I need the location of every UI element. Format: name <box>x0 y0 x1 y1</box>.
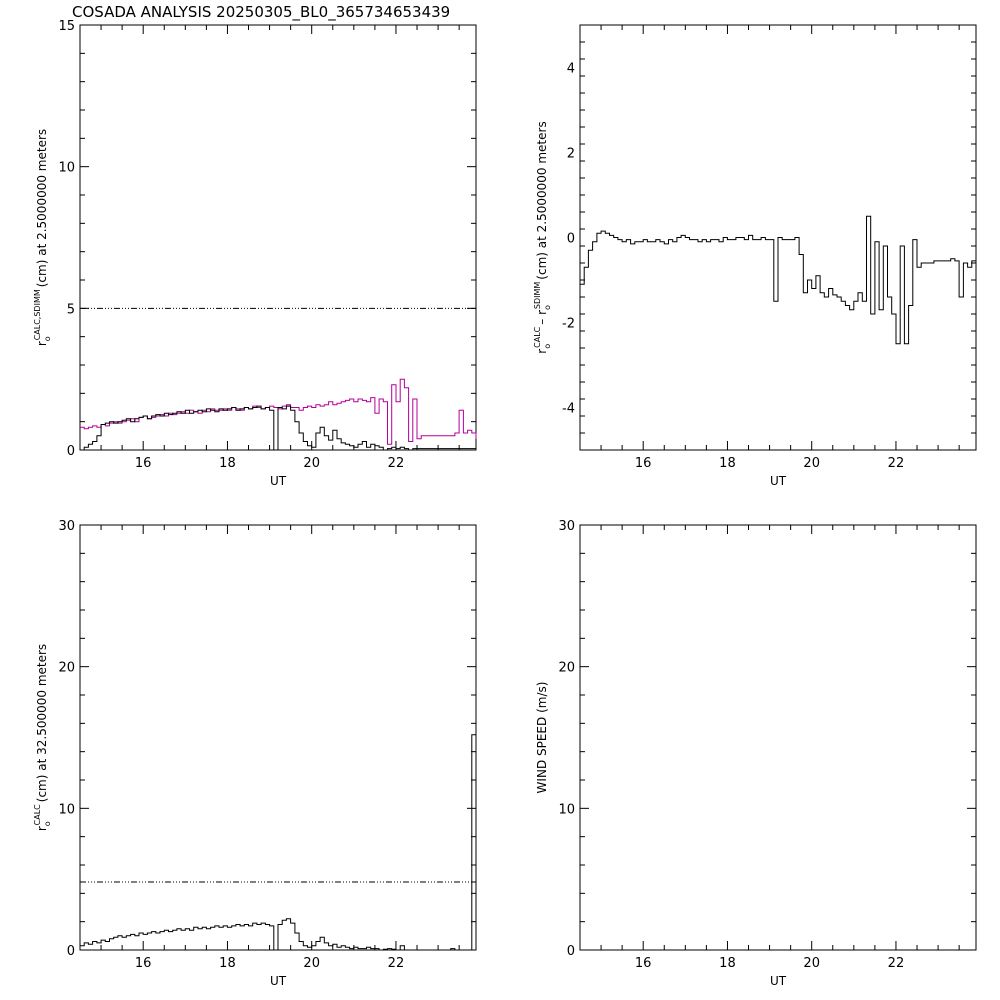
y-axis-label: roCALC– roSDIMM(cm) at 2.5000000 meters <box>533 121 552 353</box>
y-axis-label-part: WIND SPEED (m/s) <box>535 682 549 794</box>
plot-frame <box>579 524 977 951</box>
y-axis-label-part: SDIMM <box>533 282 542 310</box>
x-tick-label: 18 <box>719 956 736 971</box>
y-axis-label-part: (cm) at 2.5000000 meters <box>35 129 49 287</box>
y-axis-label-part: (cm) at 2.5000000 meters <box>535 121 549 279</box>
x-tick-label: 16 <box>135 956 152 971</box>
y-axis-label-part: o <box>43 821 52 826</box>
x-axis-label: UT <box>270 974 287 988</box>
y-tick-label: 20 <box>558 661 575 676</box>
y-axis-label: WIND SPEED (m/s) <box>535 682 549 794</box>
y-axis-label-part: o <box>543 305 552 310</box>
x-tick-label: 20 <box>303 956 320 971</box>
y-tick-label: 0 <box>67 944 75 959</box>
x-axis-label: UT <box>770 474 787 488</box>
x-tick-label: 20 <box>803 456 820 471</box>
x-tick-label: 20 <box>303 456 320 471</box>
x-tick-label: 18 <box>719 456 736 471</box>
series-line <box>80 405 476 451</box>
y-tick-label: -2 <box>562 317 575 332</box>
x-tick-label: 22 <box>388 456 405 471</box>
series-line <box>580 215 977 345</box>
y-tick-label: 10 <box>58 161 75 176</box>
y-tick-label: 15 <box>58 19 75 34</box>
x-axis-label: UT <box>770 974 787 988</box>
y-axis-label: roCALC,SDIMM (cm) at 2.5000000 meters <box>33 129 52 346</box>
y-axis-label-part: CALC <box>33 804 42 826</box>
x-tick-label: 18 <box>219 956 236 971</box>
y-axis-label-part: r <box>535 349 549 354</box>
y-tick-label: 5 <box>67 302 75 317</box>
plot-frame <box>79 24 477 451</box>
x-tick-label: 18 <box>219 456 236 471</box>
x-tick-label: 22 <box>888 456 905 471</box>
y-axis-label-part: CALC <box>533 326 542 348</box>
chart-title: COSADA ANALYSIS 20250305_BL0_36573465343… <box>72 3 450 22</box>
x-tick-label: 22 <box>388 956 405 971</box>
panel-top-left: 16 18 20 22 0 5 10 15 UT roCALC,SDIMM (cm) at 2.50… <box>33 19 477 488</box>
y-tick-label: 2 <box>567 147 575 162</box>
y-axis-label-part: – r <box>535 310 549 325</box>
y-axis-label-part: (cm) at 32.500000 meters <box>35 644 49 802</box>
x-tick-label: 20 <box>803 956 820 971</box>
series-line <box>80 734 477 951</box>
plot-frame <box>579 24 977 451</box>
y-axis-label-part: o <box>543 344 552 349</box>
x-tick-label: 22 <box>888 956 905 971</box>
y-tick-label: 30 <box>558 519 575 534</box>
y-tick-label: 10 <box>58 802 75 817</box>
panel-bottom-left: 16 18 20 22 0 10 20 30 UT roCALC (cm) at 32.500000… <box>33 519 477 988</box>
y-tick-label: 0 <box>567 232 575 247</box>
y-tick-label: 0 <box>567 944 575 959</box>
y-tick-label: 4 <box>567 62 575 77</box>
x-tick-label: 16 <box>135 456 152 471</box>
y-tick-label: 10 <box>558 802 575 817</box>
y-tick-label: -4 <box>562 402 575 417</box>
y-axis-label-part: o <box>43 336 52 341</box>
x-tick-label: 16 <box>635 956 652 971</box>
y-axis-label-part: r <box>35 341 49 346</box>
plot-frame <box>79 524 477 951</box>
y-tick-label: 0 <box>67 444 75 459</box>
y-axis-label: roCALC (cm) at 32.500000 meters <box>33 644 52 831</box>
y-tick-label: 20 <box>58 661 75 676</box>
y-axis-label-part: CALC,SDIMM <box>33 289 42 340</box>
panel-bottom-right: 16 18 20 22 0 10 20 30 UT WIND SPEED (m/s) <box>535 519 977 988</box>
y-axis-label-part: r <box>35 826 49 831</box>
x-axis-label: UT <box>270 474 287 488</box>
y-tick-label: 30 <box>58 519 75 534</box>
x-tick-label: 16 <box>635 456 652 471</box>
